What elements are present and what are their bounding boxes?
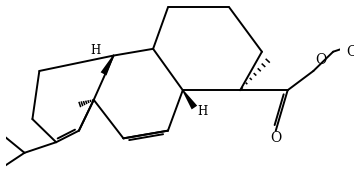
Polygon shape xyxy=(182,90,197,109)
Text: O: O xyxy=(270,131,281,145)
Text: H: H xyxy=(198,105,208,118)
Polygon shape xyxy=(101,55,114,76)
Text: H: H xyxy=(90,44,100,57)
Text: O: O xyxy=(346,45,354,59)
Text: O: O xyxy=(315,53,326,67)
